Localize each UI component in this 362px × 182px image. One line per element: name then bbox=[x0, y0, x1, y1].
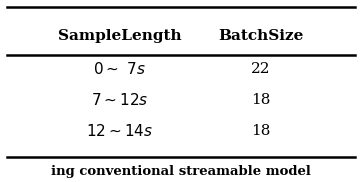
Text: $12 \sim 14s$: $12 \sim 14s$ bbox=[86, 123, 153, 139]
Text: $0 \sim \ 7s$: $0 \sim \ 7s$ bbox=[93, 61, 146, 77]
Text: $7 \sim 12s$: $7 \sim 12s$ bbox=[91, 92, 148, 108]
Text: SampleLength: SampleLength bbox=[58, 29, 181, 43]
Text: 18: 18 bbox=[251, 93, 270, 107]
Text: BatchSize: BatchSize bbox=[218, 29, 303, 43]
Text: ing conventional streamable model: ing conventional streamable model bbox=[51, 165, 311, 178]
Text: 22: 22 bbox=[251, 62, 270, 76]
Text: 18: 18 bbox=[251, 124, 270, 138]
